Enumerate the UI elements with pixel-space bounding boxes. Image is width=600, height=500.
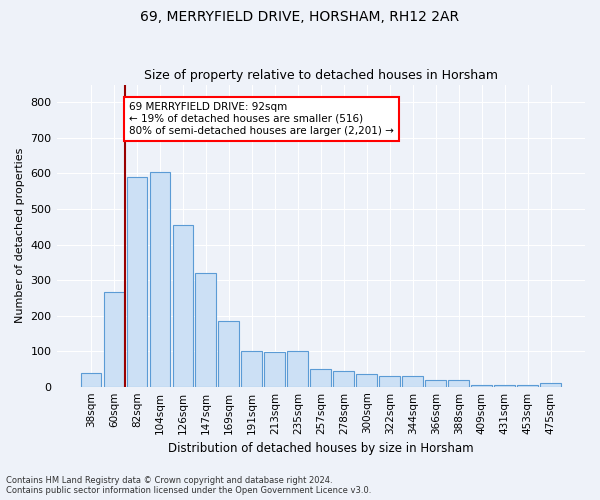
Bar [517,385,538,386]
Bar [241,351,262,386]
Text: 69 MERRYFIELD DRIVE: 92sqm
← 19% of detached houses are smaller (516)
80% of sem: 69 MERRYFIELD DRIVE: 92sqm ← 19% of deta… [129,102,394,136]
Bar [287,351,308,386]
Bar [403,376,423,386]
Bar [265,352,285,386]
Bar [379,376,400,386]
Bar [472,385,492,386]
Bar [448,380,469,386]
Bar [540,383,561,386]
Bar [310,369,331,386]
X-axis label: Distribution of detached houses by size in Horsham: Distribution of detached houses by size … [168,442,473,455]
Y-axis label: Number of detached properties: Number of detached properties [15,148,25,324]
Bar [218,321,239,386]
Bar [173,225,193,386]
Bar [80,373,101,386]
Bar [334,370,354,386]
Text: Contains HM Land Registry data © Crown copyright and database right 2024.
Contai: Contains HM Land Registry data © Crown c… [6,476,371,495]
Bar [196,273,216,386]
Bar [425,380,446,386]
Bar [127,177,147,386]
Bar [356,374,377,386]
Bar [104,292,124,386]
Bar [149,172,170,386]
Bar [494,385,515,386]
Text: 69, MERRYFIELD DRIVE, HORSHAM, RH12 2AR: 69, MERRYFIELD DRIVE, HORSHAM, RH12 2AR [140,10,460,24]
Title: Size of property relative to detached houses in Horsham: Size of property relative to detached ho… [144,69,498,82]
